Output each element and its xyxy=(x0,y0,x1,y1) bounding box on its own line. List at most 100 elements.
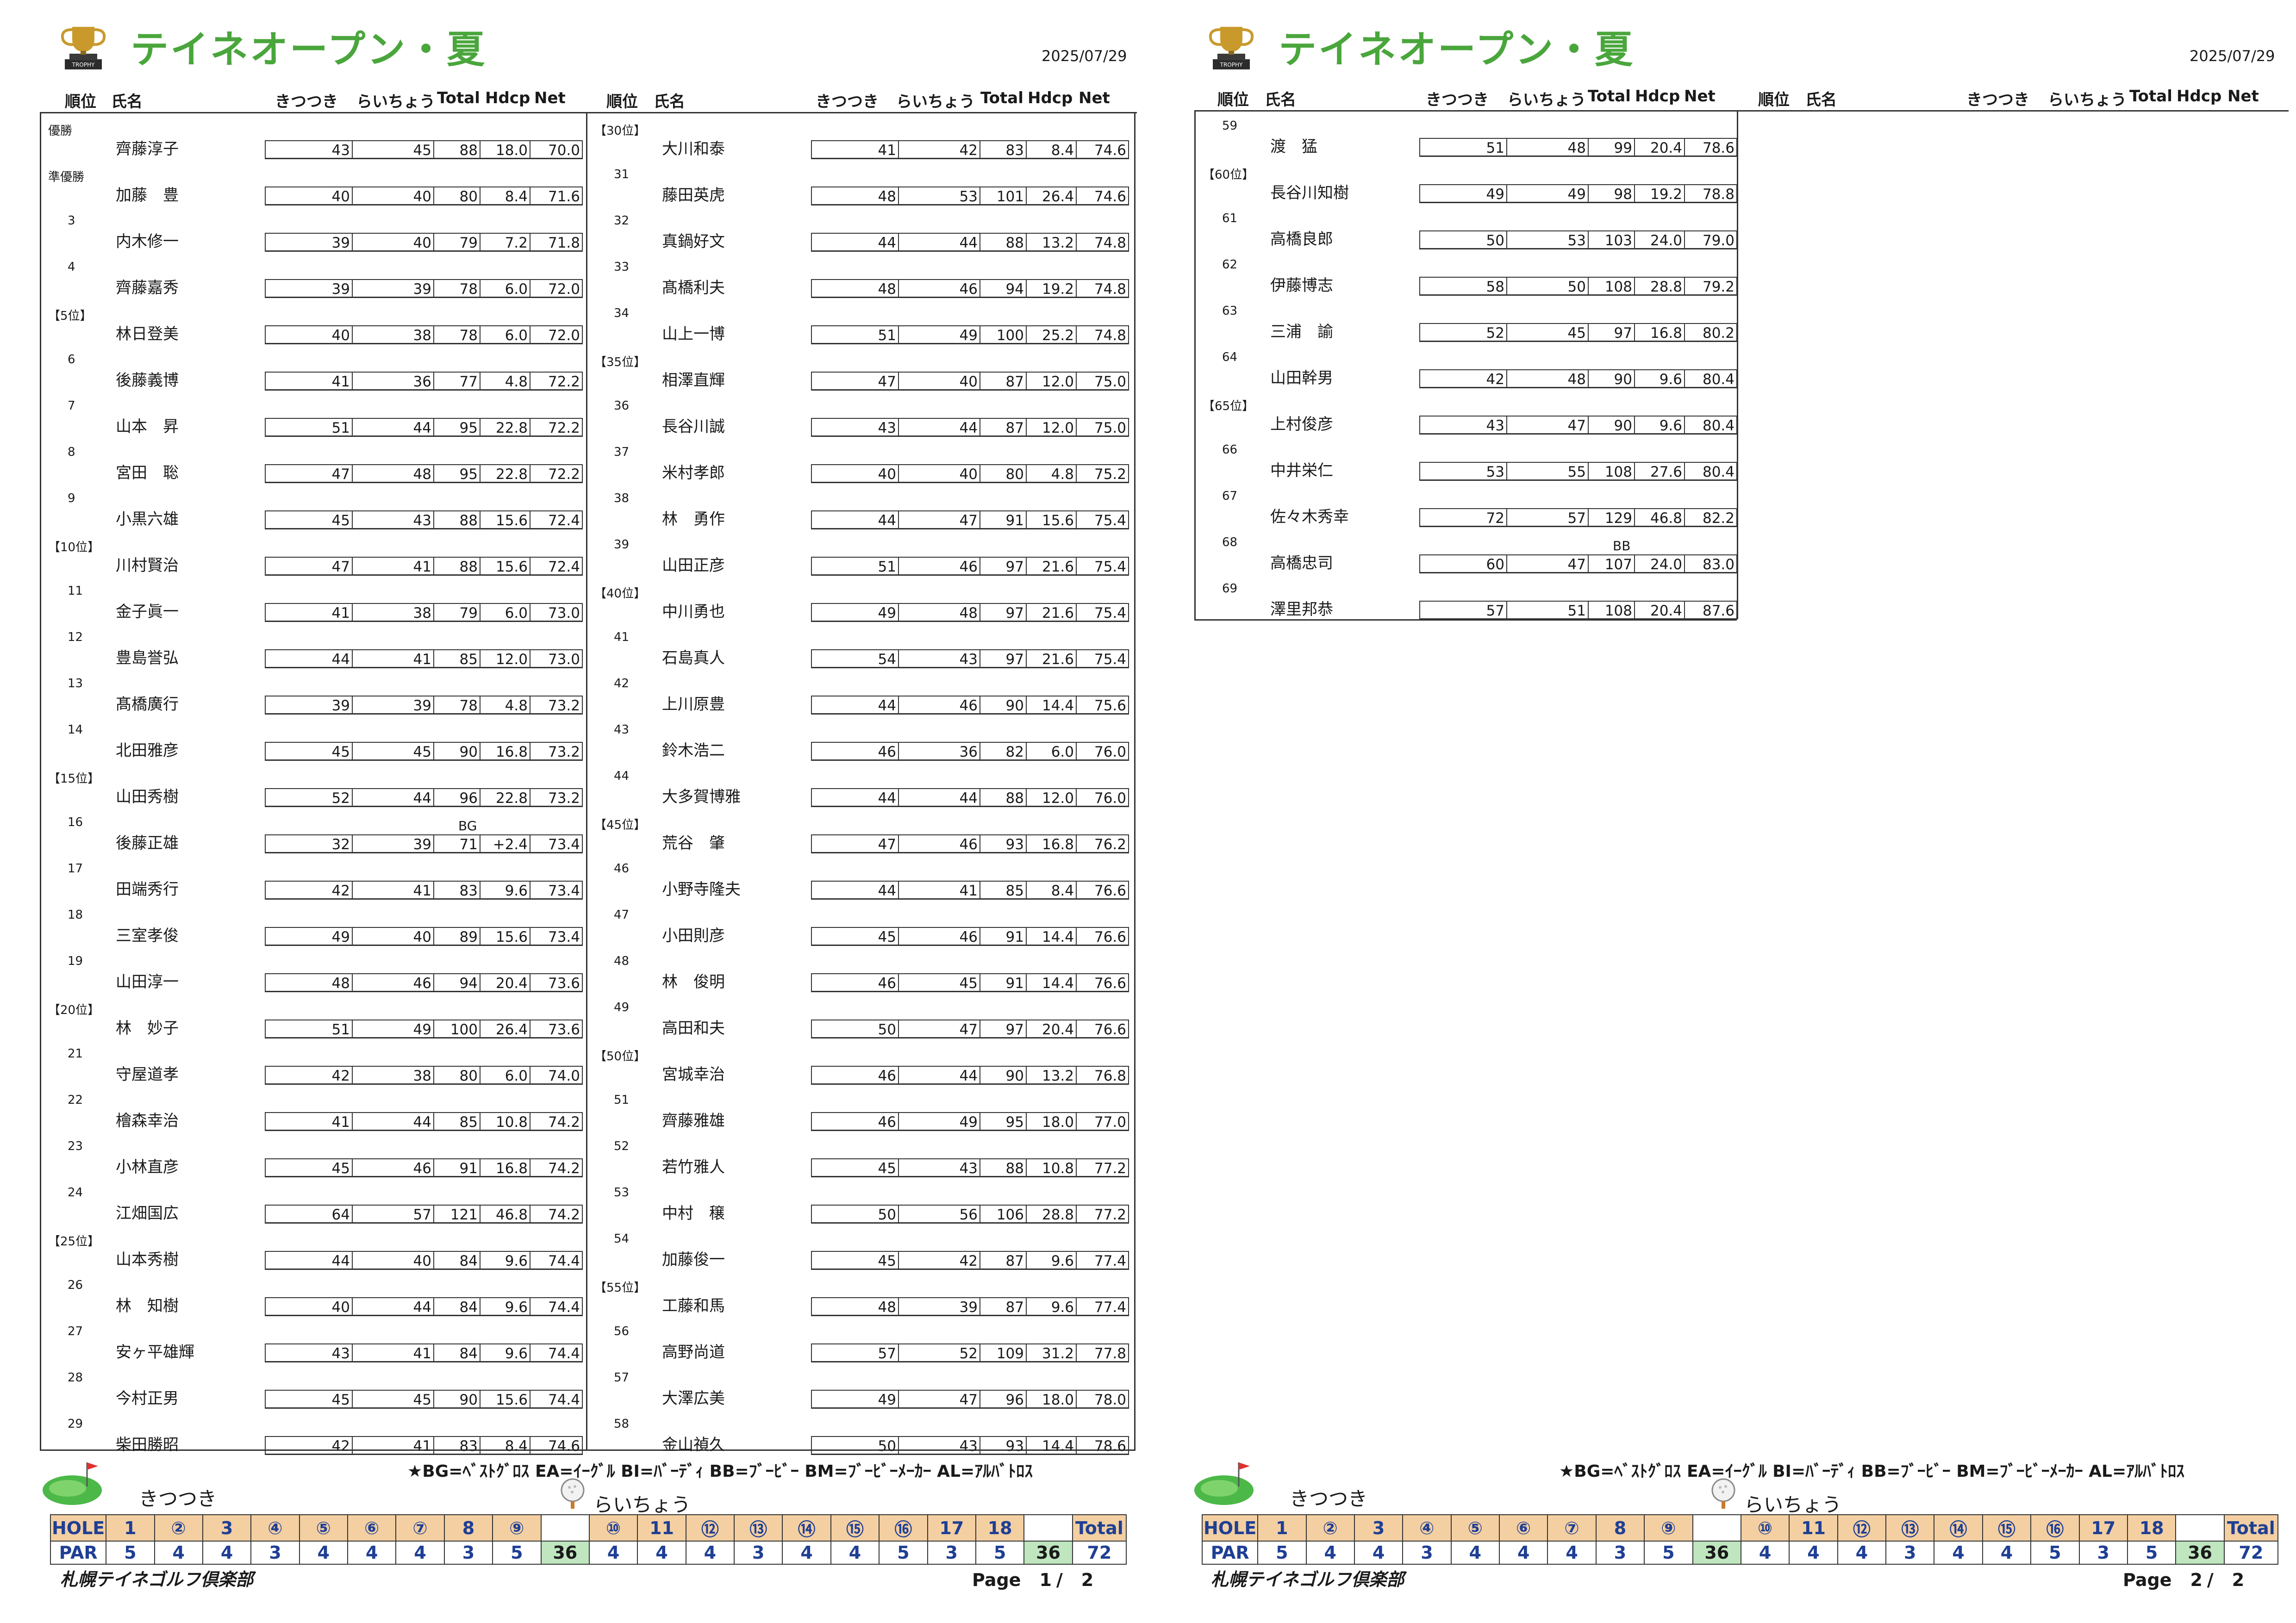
rank-label: 61 xyxy=(1222,211,1238,225)
front-score: 51 xyxy=(266,419,353,436)
player-name: 加藤 豊 xyxy=(116,186,179,205)
half-par-total: 36 xyxy=(2175,1541,2225,1565)
handicap: 28.8 xyxy=(1027,1206,1077,1223)
front-score: 46 xyxy=(812,1067,899,1084)
hole-number: 17 xyxy=(927,1514,976,1542)
col-name: 氏名 xyxy=(654,93,685,111)
ranking-entry: 【55位】 工藤和馬 48 39 87 9.6 77.4 xyxy=(588,1273,1132,1319)
player-name: 山田正彦 xyxy=(662,556,725,575)
hole-par: 3 xyxy=(443,1541,493,1565)
player-name: 佐々木秀幸 xyxy=(1270,508,1349,526)
hole-par: 3 xyxy=(927,1541,976,1565)
total-score: 85 xyxy=(434,1113,480,1131)
player-name: 中井栄仁 xyxy=(1270,461,1333,480)
front-score: 51 xyxy=(1420,139,1507,156)
front-score: 47 xyxy=(266,558,353,575)
col-back: らいちょう xyxy=(1507,91,1586,109)
total-score: 91 xyxy=(434,1159,480,1177)
player-name: 荒谷 肇 xyxy=(662,834,725,852)
rank-label: 【65位】 xyxy=(1203,399,1254,413)
player-name: 齊藤雅雄 xyxy=(662,1112,725,1130)
col-back: らいちょう xyxy=(2048,91,2127,109)
handicap: 8.4 xyxy=(480,1437,530,1455)
rank-label: 56 xyxy=(614,1325,630,1338)
score-cells: 32 39 71 +2.4 73.4 xyxy=(265,834,583,853)
rank-label: 23 xyxy=(68,1139,83,1153)
golf-green-icon xyxy=(43,1462,102,1505)
net-score: 70.0 xyxy=(548,142,580,159)
total-score: 97 xyxy=(1589,324,1635,342)
back-score: 41 xyxy=(353,1437,434,1455)
back-score: 44 xyxy=(899,1067,980,1084)
ranking-entry: 【20位】林 妙子 51 49 100 26.4 73.6 xyxy=(42,995,586,1041)
ranking-entry: 9 小黒六雄 45 43 88 15.6 72.4 xyxy=(42,486,586,532)
ranking-entry: 12 豊島誉弘 44 41 85 12.0 73.0 xyxy=(42,625,586,671)
player-name: 林日登美 xyxy=(116,325,179,343)
back-score: 55 xyxy=(1507,463,1589,480)
total-score: 103 xyxy=(1589,231,1635,249)
ranking-entry: 14 北田雅彦 45 45 90 16.8 73.2 xyxy=(42,717,586,764)
ranking-entry: 62 伊藤博志 58 50 108 28.8 79.2 xyxy=(1196,252,1737,298)
front-score: 52 xyxy=(266,789,353,807)
front-score: 49 xyxy=(266,928,353,945)
net-score: 79.0 xyxy=(1702,232,1734,249)
net-score: 74.4 xyxy=(548,1253,580,1269)
score-cells: 45 43 88 15.6 72.4 xyxy=(265,510,583,529)
back-score: 38 xyxy=(353,604,434,622)
ranking-entry: 17 田端秀行 42 41 83 9.6 73.4 xyxy=(42,856,586,902)
ranking-entry: 44 大多賀博雅 44 44 88 12.0 76.0 xyxy=(588,764,1132,810)
score-cells: 45 46 91 14.4 76.6 xyxy=(811,927,1129,946)
front-score: 48 xyxy=(812,1298,899,1316)
net-score: 75.4 xyxy=(1094,512,1126,529)
table-left-border xyxy=(1194,110,1196,619)
net-score: 77.4 xyxy=(1094,1299,1126,1316)
header-rule xyxy=(40,112,1137,113)
player-name: 小野寺隆夫 xyxy=(662,880,741,899)
player-name: 石島真人 xyxy=(662,649,725,667)
hole-par: 72 xyxy=(1072,1541,1127,1565)
hole-par: 5 xyxy=(1257,1541,1307,1565)
hole-par: 4 xyxy=(1450,1541,1500,1565)
front-score: 46 xyxy=(812,743,899,760)
front-score: 39 xyxy=(266,234,353,251)
total-score: 90 xyxy=(980,1067,1027,1084)
front-score: 49 xyxy=(812,1391,899,1408)
net-score: 78.6 xyxy=(1702,140,1734,156)
net-score: 75.0 xyxy=(1094,420,1126,436)
player-name: 工藤和馬 xyxy=(662,1297,725,1315)
score-cells: 42 38 80 6.0 74.0 xyxy=(265,1066,583,1085)
col-front: きつつき xyxy=(1966,91,2029,109)
net-score: 75.4 xyxy=(1094,559,1126,575)
total-score: 91 xyxy=(980,928,1027,945)
rank-label: 13 xyxy=(68,677,83,690)
ranking-entry: 21 守屋道孝 42 38 80 6.0 74.0 xyxy=(42,1041,586,1088)
hole-number: 1 xyxy=(106,1514,155,1542)
net-score: 72.2 xyxy=(548,373,580,390)
hole-number: 11 xyxy=(637,1514,686,1542)
net-score: 72.0 xyxy=(548,327,580,344)
page-total: 2 xyxy=(2232,1570,2245,1590)
score-cells: 39 39 78 4.8 73.2 xyxy=(265,696,583,715)
col-rank: 順位 xyxy=(65,93,96,111)
back-score: 57 xyxy=(353,1206,434,1223)
rank-label: 53 xyxy=(614,1186,630,1200)
player-name: 中村 穣 xyxy=(662,1204,725,1223)
net-score: 79.2 xyxy=(1702,279,1734,295)
back-score: 45 xyxy=(353,1391,434,1408)
back-score: 40 xyxy=(353,1252,434,1269)
net-score: 77.0 xyxy=(1094,1114,1126,1131)
total-score: 71 xyxy=(434,835,480,853)
hole-number: ⑭ xyxy=(1934,1514,1983,1542)
ranking-entry: 【30位】 大川和泰 41 42 83 8.4 74.6 xyxy=(588,116,1132,162)
net-score: 76.6 xyxy=(1094,975,1126,992)
page-number: 1 xyxy=(1039,1570,1052,1590)
score-cells: 46 49 95 18.0 77.0 xyxy=(811,1112,1129,1131)
score-cells: 50 56 106 28.8 77.2 xyxy=(811,1205,1129,1224)
back-score: 42 xyxy=(899,141,980,159)
rank-label: 優勝 xyxy=(48,124,73,138)
ranking-entry: 【15位】 山田秀樹 52 44 96 22.8 73.2 xyxy=(42,764,586,810)
total-score: 80 xyxy=(434,1067,480,1084)
back-score: 49 xyxy=(899,1113,980,1131)
player-name: 柴田勝昭 xyxy=(116,1436,179,1454)
handicap: 28.8 xyxy=(1635,278,1685,295)
